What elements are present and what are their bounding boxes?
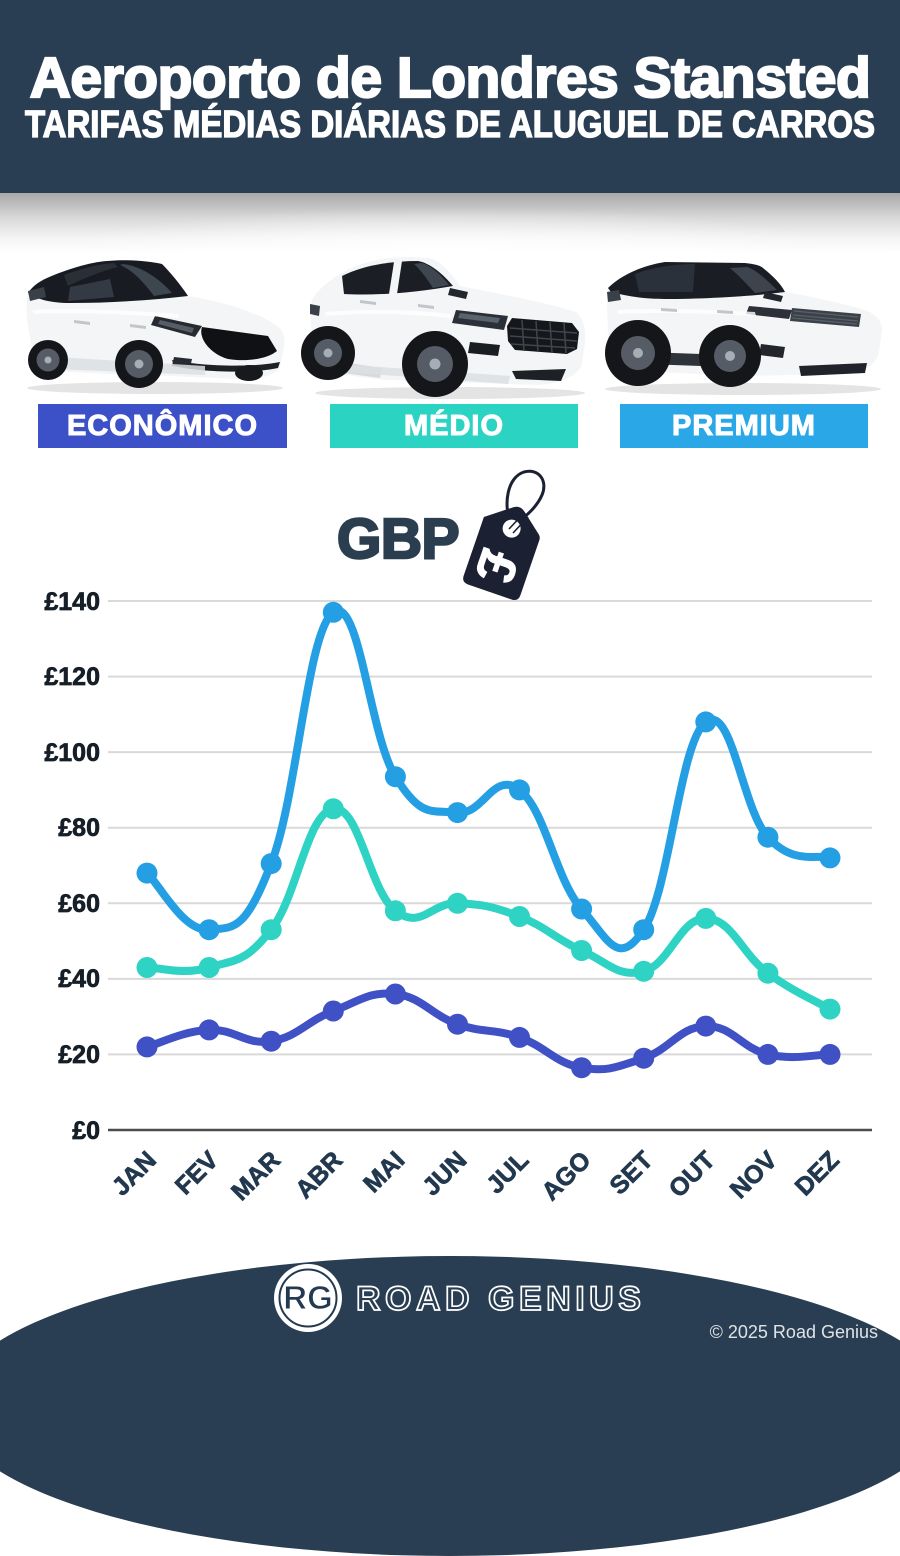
svg-text:FEV: FEV xyxy=(170,1146,224,1200)
svg-text:£0: £0 xyxy=(72,1117,100,1145)
svg-text:JAN: JAN xyxy=(107,1146,162,1201)
svg-text:RG: RG xyxy=(283,1279,333,1316)
svg-text:£120: £120 xyxy=(44,663,100,691)
svg-text:JUN: JUN xyxy=(417,1146,472,1201)
svg-text:JUL: JUL xyxy=(481,1146,534,1199)
svg-text:DEZ: DEZ xyxy=(790,1146,845,1201)
svg-text:OUT: OUT xyxy=(664,1146,721,1203)
svg-text:SET: SET xyxy=(604,1146,658,1200)
svg-text:MAR: MAR xyxy=(226,1146,286,1206)
svg-text:£100: £100 xyxy=(44,739,100,767)
svg-text:£80: £80 xyxy=(58,814,100,842)
svg-text:£20: £20 xyxy=(58,1041,100,1069)
svg-text:MAI: MAI xyxy=(358,1146,410,1198)
svg-text:£140: £140 xyxy=(44,588,100,616)
svg-text:£60: £60 xyxy=(58,890,100,918)
svg-text:NOV: NOV xyxy=(725,1146,783,1204)
svg-text:AGO: AGO xyxy=(536,1146,596,1206)
svg-text:ABR: ABR xyxy=(290,1146,348,1204)
svg-text:ROAD GENIUS: ROAD GENIUS xyxy=(356,1280,645,1318)
svg-text:£40: £40 xyxy=(58,965,100,993)
